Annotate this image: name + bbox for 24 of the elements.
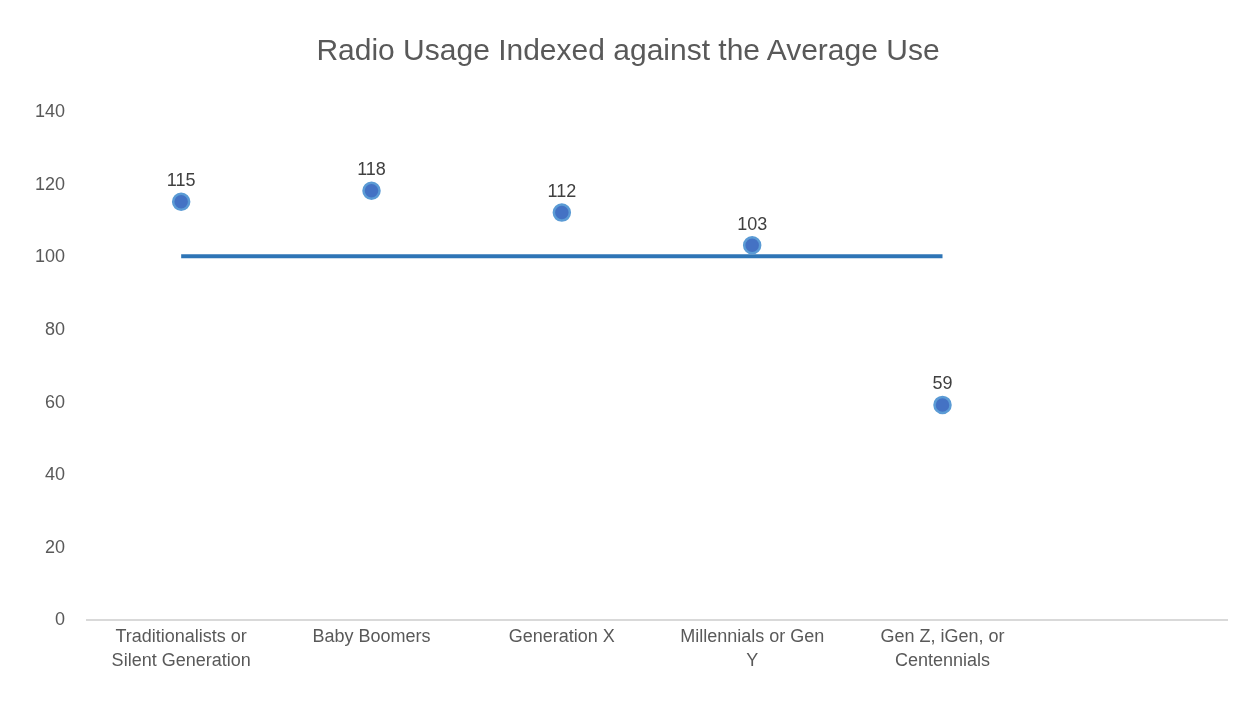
x-tick-label: Gen Z, iGen, or Centennials [880,626,1005,670]
point [933,395,952,415]
point [362,181,381,201]
y-tick-label: 20 [44,536,65,557]
y-tick-label: 0 [54,609,65,630]
y-tick-label: 120 [34,173,65,194]
data-label: 115 [166,170,196,191]
y-tick-label: 140 [34,101,65,122]
y-tick-label: 80 [44,319,65,340]
point [742,236,762,255]
point [552,203,572,222]
x-tick-label: Traditionalists or Silent Generation [111,626,251,670]
data-label: 59 [932,373,953,394]
y-tick-label: 40 [44,464,65,485]
data-label: 118 [357,159,386,180]
data-label: 103 [737,213,768,234]
x-tick-label: Millennials or Gen Y [680,626,825,670]
y-tick-label: 100 [34,246,65,267]
x-tick-label: Baby Boomers [312,626,431,647]
point [171,192,191,211]
data-label: 112 [547,181,577,202]
y-tick-label: 60 [44,391,65,412]
x-tick-label: Generation X [508,626,615,647]
chart-title: Radio Usage Indexed against the Average Use [316,32,940,66]
